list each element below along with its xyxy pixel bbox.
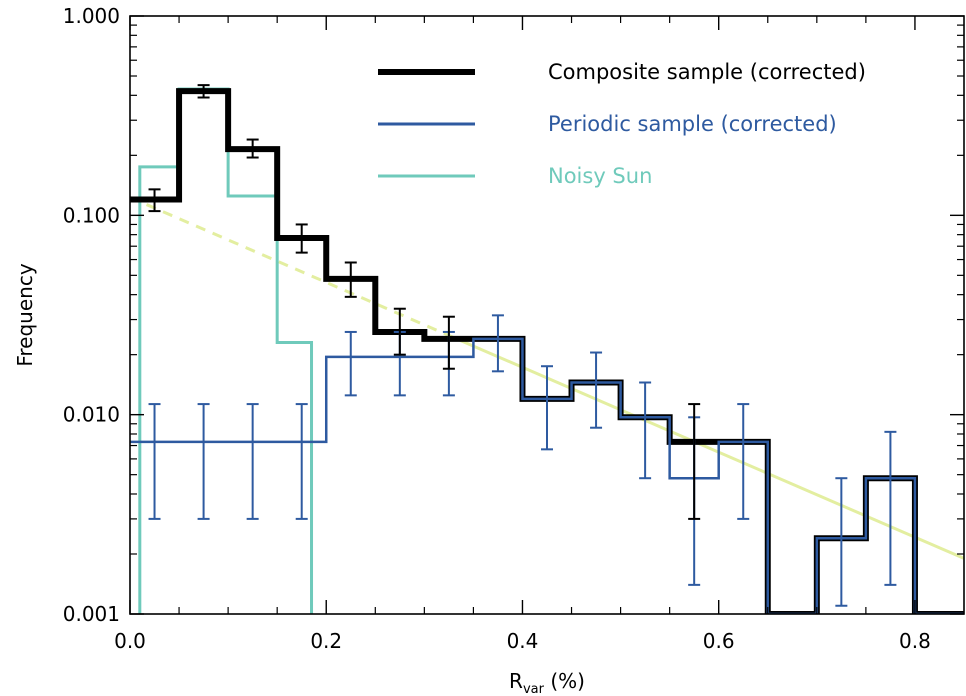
x-axis-label-unit: (%) <box>544 669 585 693</box>
x-tick-label: 0.0 <box>114 629 146 653</box>
y-tick-label: 1.000 <box>63 4 120 28</box>
x-tick-label: 0.6 <box>703 629 735 653</box>
periodic-histogram <box>130 337 964 614</box>
noisy-sun-histogram <box>138 87 314 614</box>
x-tick-label: 0.2 <box>310 629 342 653</box>
axes: 0.0 0.2 0.4 0.6 0.8 0.001 0.010 0.100 1.000 <box>63 4 964 653</box>
composite-histogram <box>130 88 964 614</box>
legend-label: Periodic sample (corrected) <box>548 112 837 136</box>
legend: Composite sample (corrected) Periodic sam… <box>378 60 866 188</box>
trend-line-dashed <box>130 196 455 339</box>
x-axis-label: Rvar (%) <box>509 669 585 696</box>
legend-label: Composite sample (corrected) <box>548 60 866 84</box>
legend-label: Noisy Sun <box>548 164 652 188</box>
x-tick-label: 0.4 <box>507 629 539 653</box>
x-axis-label-main: R <box>509 669 523 693</box>
y-tick-label: 0.100 <box>63 203 120 227</box>
plot-frame <box>129 15 965 615</box>
plot-area <box>130 84 964 614</box>
y-axis-label: Frequency <box>13 263 37 366</box>
x-tick-label: 0.8 <box>899 629 931 653</box>
y-tick-label: 0.001 <box>63 602 120 626</box>
x-axis-label-subscript: var <box>523 682 545 696</box>
trend-line-solid <box>453 336 964 560</box>
y-tick-label: 0.010 <box>63 403 120 427</box>
